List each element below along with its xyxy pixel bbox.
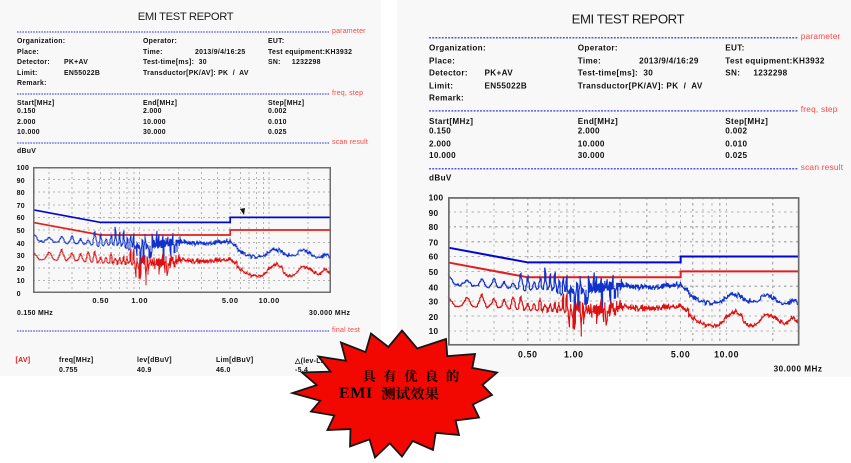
- svg-text:EMI: EMI: [339, 385, 373, 402]
